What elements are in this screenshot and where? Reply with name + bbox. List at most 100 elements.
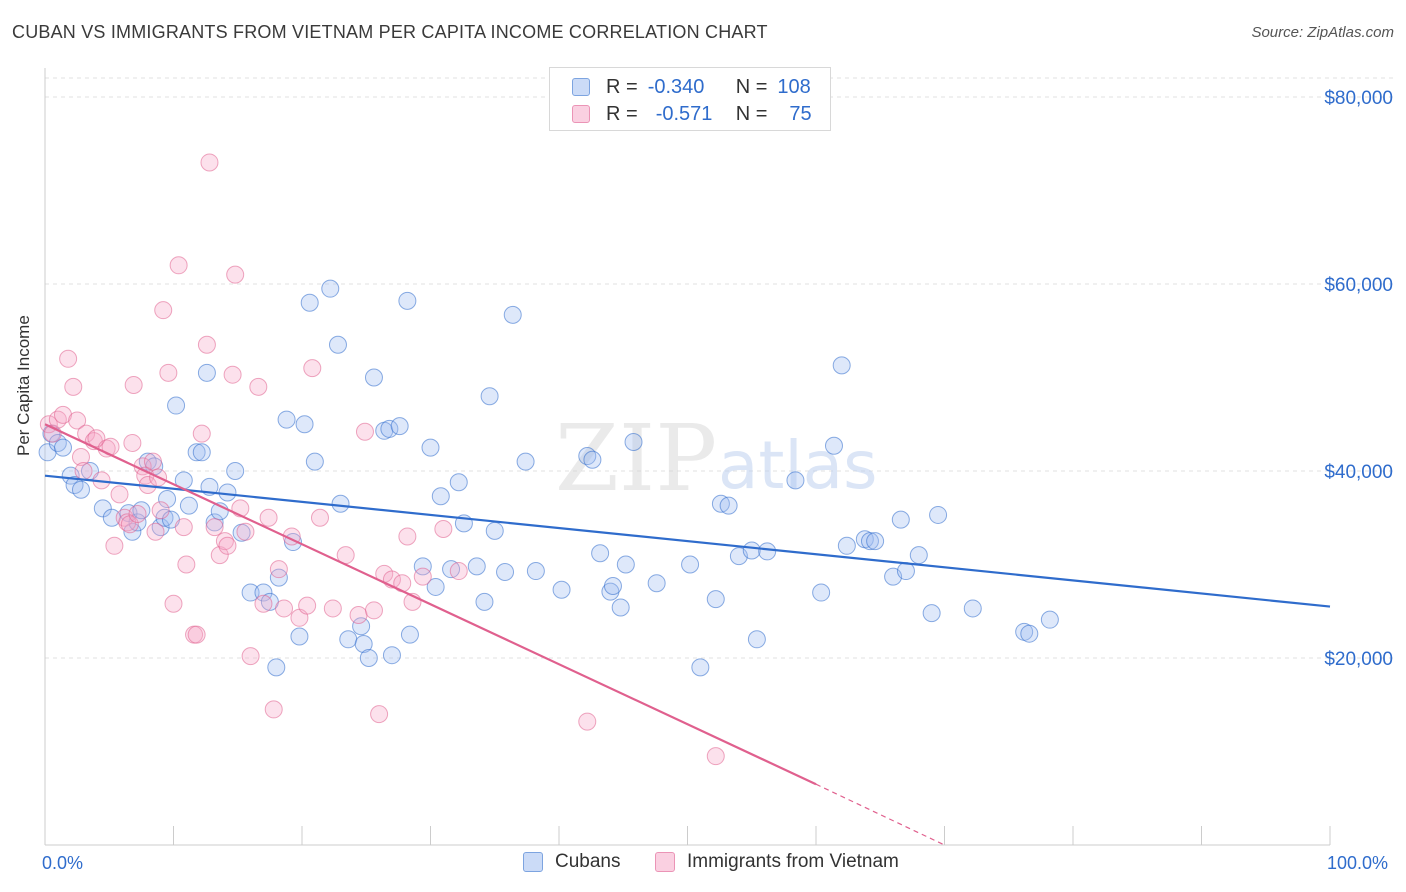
vietnam-point — [192, 424, 211, 443]
watermark-zip: ZIP — [555, 405, 717, 512]
vietnam-n-value: 75 — [789, 102, 812, 125]
vietnam-point — [413, 567, 432, 586]
n-label: N = — [735, 75, 768, 98]
vietnam-point — [249, 377, 268, 396]
y-tick-label: $80,000 — [1324, 88, 1393, 109]
vietnam-point — [120, 515, 139, 534]
cubans-point — [305, 452, 324, 471]
cubans-point — [742, 541, 761, 560]
legend-label-cubans: Cubans — [555, 851, 621, 872]
cubans-point — [442, 560, 461, 579]
cubans-point — [485, 521, 504, 540]
cubans-point — [449, 473, 468, 492]
cubans-point — [503, 305, 522, 324]
vietnam-point — [159, 363, 178, 382]
cubans-point — [909, 546, 928, 565]
cubans-point — [328, 335, 347, 354]
cubans-point — [398, 291, 417, 310]
vietnam-trend-extension — [815, 783, 945, 846]
cubans-point — [93, 499, 112, 518]
series-vietnam-points — [39, 153, 725, 766]
cubans-point — [681, 555, 700, 574]
cubans-trend-line — [44, 474, 1331, 608]
vietnam-point — [364, 601, 383, 620]
vietnam-point — [123, 433, 142, 452]
cubans-point — [480, 387, 499, 406]
legend-label-vietnam: Immigrants from Vietnam — [687, 851, 899, 872]
legend-item-cubans[interactable]: Cubans — [523, 851, 621, 873]
vietnam-point — [275, 599, 294, 618]
vietnam-point — [323, 599, 342, 618]
cubans-point — [1040, 610, 1059, 629]
vietnam-point — [578, 712, 597, 731]
series-cubans-points — [38, 279, 1059, 677]
cubans-point — [267, 658, 286, 677]
vietnam-point — [241, 647, 260, 666]
cubans-point — [390, 417, 409, 436]
cubans-point — [364, 368, 383, 387]
vietnam-point — [210, 546, 229, 565]
vietnam-point — [164, 594, 183, 613]
cubans-point — [321, 279, 340, 298]
source-label: Source: ZipAtlas.com — [1251, 24, 1394, 41]
vietnam-point — [200, 153, 219, 172]
n-label: N = — [735, 102, 768, 125]
stats-row-cubans: R = -0.340 N = 108 — [572, 75, 811, 99]
y-tick-label: $20,000 — [1324, 649, 1393, 670]
cubans-point — [758, 542, 777, 561]
r-label: R = — [606, 102, 638, 125]
cubans-point — [226, 462, 245, 480]
cubans-point — [158, 490, 177, 509]
cubans-point — [860, 532, 879, 551]
cubans-point — [929, 505, 948, 524]
stats-legend: R = -0.340 N = 108 R = -0.571 N = 75 — [549, 67, 831, 131]
vietnam-point — [110, 485, 129, 504]
y-tick-label: $60,000 — [1324, 275, 1393, 296]
r-label: R = — [606, 75, 638, 98]
cubans-point — [277, 410, 296, 429]
cubans-point — [187, 443, 206, 462]
y-tick-labels: $20,000 $40,000 $60,000 $80,000 — [1324, 88, 1393, 670]
cubans-point — [891, 510, 910, 529]
vietnam-r-value: -0.571 — [655, 102, 713, 125]
vietnam-point — [215, 532, 234, 551]
vietnam-point — [355, 422, 374, 441]
x-tick-label-min: 0.0% — [42, 853, 84, 873]
vietnam-point — [187, 625, 206, 644]
legend-item-vietnam[interactable]: Immigrants from Vietnam — [655, 851, 899, 873]
x-tick-label-max: 100.0% — [1327, 853, 1389, 873]
cubans-swatch-icon — [572, 78, 590, 96]
vietnam-point — [205, 518, 224, 537]
cubans-point — [467, 557, 486, 576]
vietnam-point — [398, 527, 417, 546]
cubans-point — [824, 436, 843, 455]
cubans-point — [426, 577, 445, 596]
y-axis-label: Per Capita Income — [14, 315, 33, 456]
cubans-point — [711, 494, 730, 513]
vietnam-point — [105, 536, 124, 555]
vietnam-point — [64, 377, 83, 396]
cubans-point — [616, 555, 635, 574]
vietnam-point — [128, 505, 147, 524]
vietnam-point — [151, 501, 170, 520]
vietnam-point — [174, 518, 193, 537]
vietnam-point — [310, 508, 329, 527]
cubans-point — [53, 438, 72, 457]
cubans-point — [331, 494, 350, 513]
y-tick-label: $40,000 — [1324, 462, 1393, 483]
trend-lines — [44, 423, 1331, 846]
cubans-point — [475, 592, 494, 611]
cubans-point — [218, 483, 237, 502]
cubans-point — [706, 590, 725, 609]
cubans-point — [65, 476, 84, 495]
cubans-point — [603, 577, 622, 596]
cubans-point — [359, 649, 378, 667]
vietnam-point — [71, 447, 90, 466]
cubans-point — [832, 356, 851, 375]
vietnam-point — [223, 365, 242, 384]
cubans-point — [431, 487, 450, 506]
cubans-point — [290, 627, 309, 646]
cubans-point — [71, 480, 90, 499]
cubans-point — [1020, 624, 1039, 643]
